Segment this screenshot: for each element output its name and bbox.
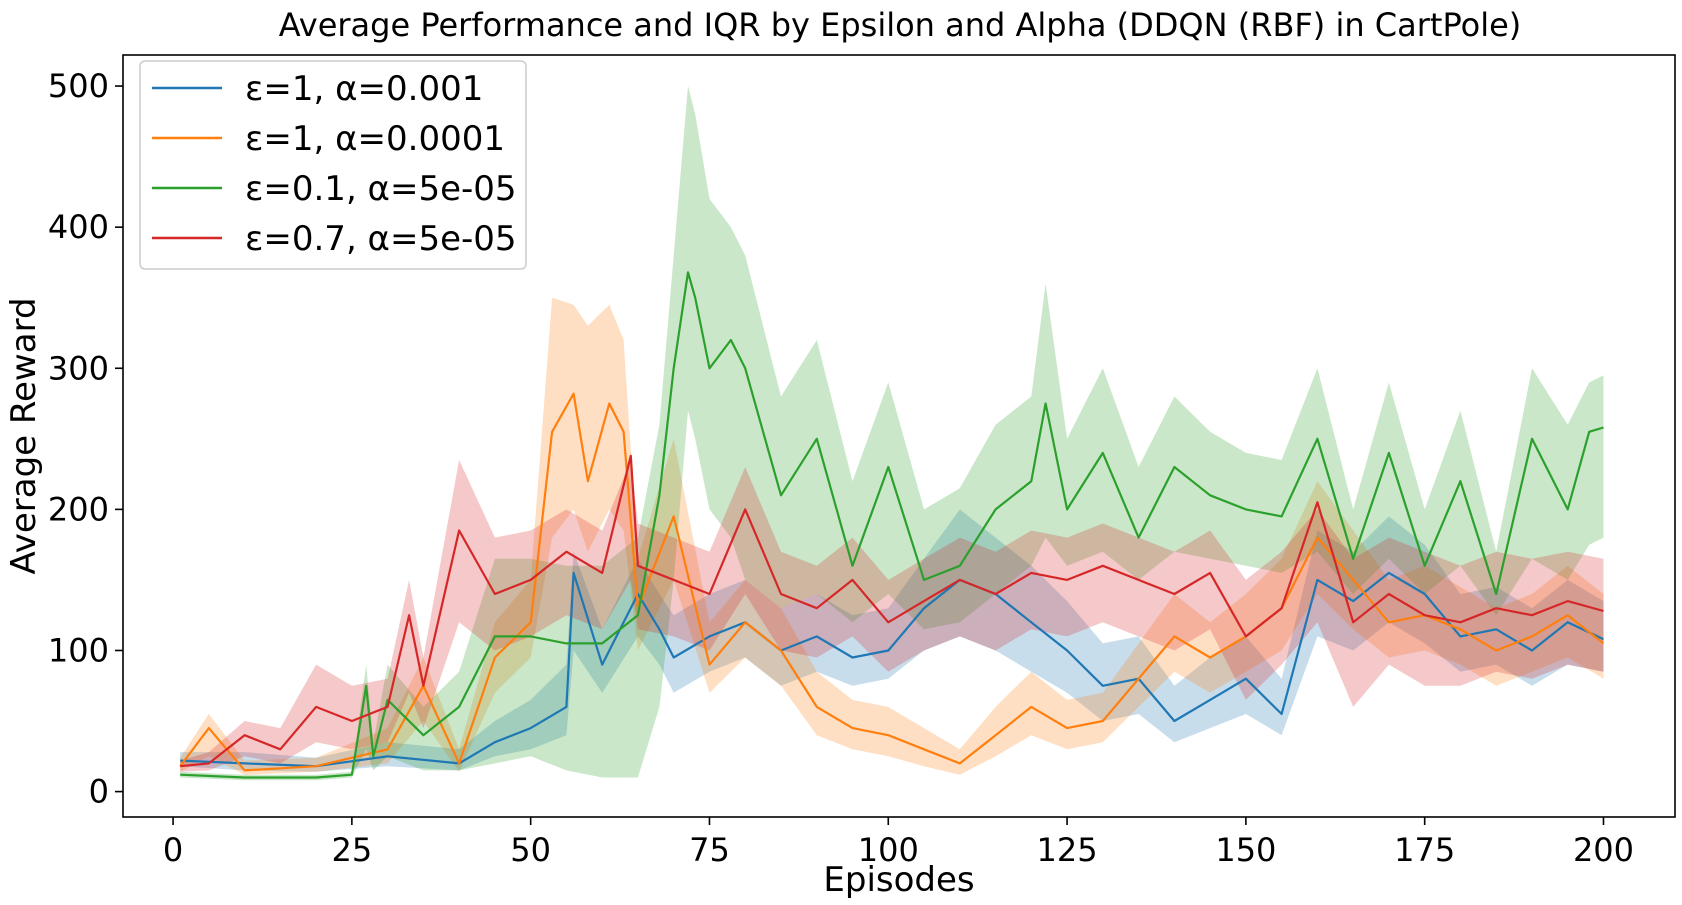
series-line-1: [180, 571, 1604, 768]
x-tick-label: 100: [858, 831, 919, 869]
legend-label-3: ε=0.1, α=5e-05: [245, 169, 517, 209]
y-tick-label: 500: [48, 67, 109, 105]
iqr-bands: [180, 86, 1604, 781]
x-tick-label: 200: [1573, 831, 1634, 869]
legend-box: [139, 60, 527, 270]
x-tick-label: 175: [1394, 831, 1455, 869]
legend: ε=1, α=0.001 ε=1, α=0.0001 ε=0.1, α=5e-05 ε…: [139, 60, 527, 270]
y-tick-label: 400: [48, 208, 109, 246]
y-tick-label: 200: [48, 490, 109, 528]
iqr-band-2: [180, 297, 1604, 775]
x-tick-label: 50: [510, 831, 551, 869]
iqr-band-4: [180, 460, 1604, 772]
series-line-2: [179, 392, 1605, 772]
legend-label-1: ε=1, α=0.001: [245, 69, 483, 109]
series-line-4: [180, 454, 1604, 768]
x-tick-label: 75: [689, 831, 730, 869]
series-line-3: [180, 271, 1604, 779]
y-tick-label: 100: [48, 631, 109, 669]
y-tick-label: 300: [48, 349, 109, 387]
plot-area: [122, 54, 1676, 818]
x-tick-label: 0: [163, 831, 183, 869]
x-tick-label: 125: [1037, 831, 1098, 869]
iqr-band-1: [180, 509, 1604, 772]
legend-label-4: ε=0.7, α=5e-05: [245, 219, 517, 259]
x-tick-label: 150: [1215, 831, 1276, 869]
series-lines: [179, 271, 1605, 779]
x-tick-label: 25: [332, 831, 373, 869]
iqr-band-3: [180, 86, 1604, 781]
x-axis-title: Episodes: [823, 860, 974, 900]
y-tick-label: 0: [89, 773, 109, 811]
x-axis: 0 25 50 75 100 125 150 175 200: [163, 817, 1634, 869]
y-axis: 0 100 200 300 400 500: [48, 67, 123, 811]
chart-title: Average Performance and IQR by Epsilon a…: [279, 6, 1522, 44]
y-axis-title: Average Reward: [4, 297, 44, 574]
legend-label-2: ε=1, α=0.0001: [245, 119, 505, 159]
